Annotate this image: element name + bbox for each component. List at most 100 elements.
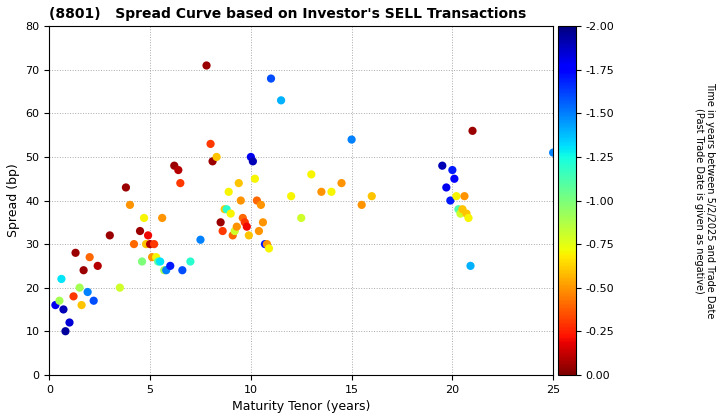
Point [92,262,104,269]
Point [215,219,226,226]
Point [55,276,67,282]
Point [261,241,273,247]
Point [164,262,176,269]
Point [204,141,216,147]
X-axis label: Maturity Tenor (years): Maturity Tenor (years) [232,400,370,413]
Point [194,236,206,243]
Point [436,162,448,169]
Point [211,154,222,160]
Point [253,228,265,234]
Text: (8801)   Spread Curve based on Investor's SELL Transactions: (8801) Spread Curve based on Investor's … [50,7,526,21]
Point [150,254,162,260]
Point [231,223,243,230]
Point [315,189,327,195]
Point [146,254,158,260]
Y-axis label: Spread (bp): Spread (bp) [7,164,20,237]
Point [128,241,140,247]
Point [134,228,145,234]
Point [173,167,184,173]
Point [120,184,132,191]
Point [88,297,99,304]
Point [464,262,476,269]
Y-axis label: Time in years between 5/2/2025 and Trade Date
(Past Trade Date is given as negat: Time in years between 5/2/2025 and Trade… [694,82,716,319]
Point [78,267,89,273]
Point [70,249,81,256]
Point [154,258,166,265]
Point [239,219,251,226]
Point [459,193,470,199]
Point [453,206,464,213]
Point [243,232,255,239]
Point [64,319,76,326]
Point [444,197,456,204]
Point [68,293,79,300]
Point [255,202,266,208]
Point [60,328,71,335]
Point [257,219,269,226]
Point [454,210,466,217]
Point [223,189,235,195]
Point [225,210,236,217]
Point [247,158,258,165]
Point [158,267,170,273]
Point [547,149,559,156]
Point [237,215,248,221]
Point [136,258,148,265]
Point [233,180,245,186]
Point [176,267,188,273]
Point [446,167,458,173]
Point [336,180,347,186]
Point [144,241,156,247]
Point [76,302,87,308]
Point [138,215,150,221]
Point [201,62,212,69]
Point [346,136,357,143]
Point [161,267,172,273]
Point [461,210,472,217]
Point [156,215,168,221]
Point [245,154,256,160]
Point [305,171,317,178]
Point [251,197,263,204]
Point [143,232,154,239]
Point [104,232,115,239]
Point [54,297,66,304]
Point [249,176,261,182]
Point [58,306,69,313]
Point [219,206,230,213]
Point [259,241,271,247]
Point [148,241,160,247]
Point [356,202,367,208]
Point [235,197,246,204]
Point [217,228,228,234]
Point [168,162,180,169]
Point [449,176,460,182]
Point [207,158,218,165]
Point [325,189,337,195]
Point [74,284,86,291]
Point [82,289,94,295]
Point [467,127,478,134]
Point [153,258,164,265]
Point [451,193,462,199]
Point [441,184,452,191]
Point [275,97,287,104]
Point [366,193,377,199]
Point [264,245,275,252]
Point [463,215,474,221]
Point [221,206,233,213]
Point [84,254,96,260]
Point [174,180,186,186]
Point [241,223,253,230]
Point [227,232,238,239]
Point [295,215,307,221]
Point [114,284,125,291]
Point [456,206,468,213]
Point [50,302,61,308]
Point [184,258,196,265]
Point [229,228,240,234]
Point [124,202,135,208]
Point [140,241,152,247]
Point [285,193,297,199]
Point [265,75,276,82]
